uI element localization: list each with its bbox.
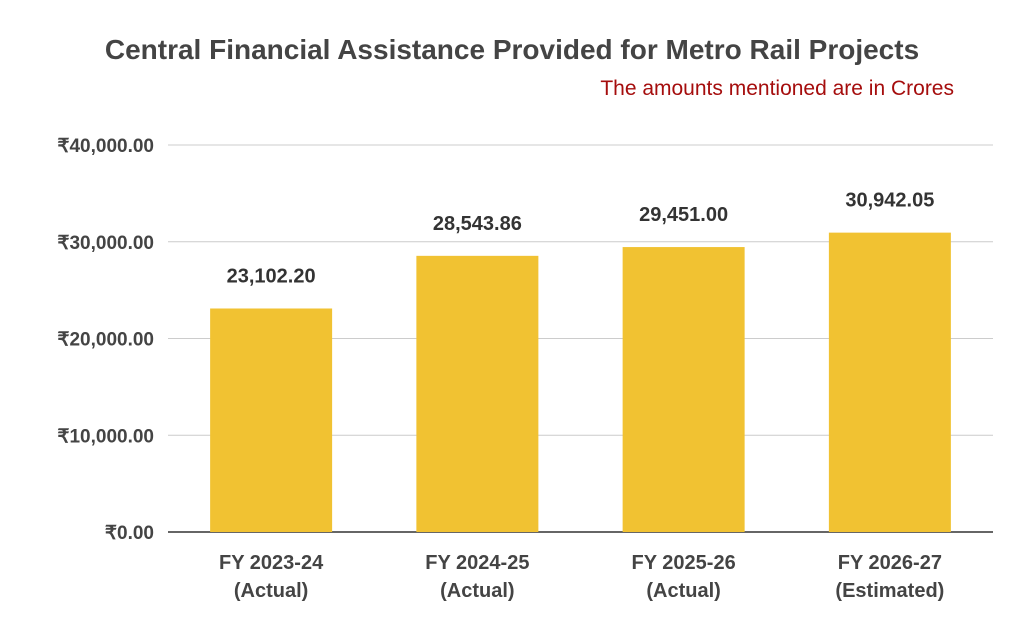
- x-tick-label: FY 2025-26: [632, 552, 736, 574]
- bar: [416, 255, 539, 533]
- bar: [210, 308, 333, 532]
- x-tick-label: (Actual): [646, 580, 720, 602]
- y-tick-label: ₹10,000.00: [57, 426, 154, 447]
- chart-subtitle: The amounts mentioned are in Crores: [600, 77, 954, 100]
- data-label: 28,543.86: [433, 213, 522, 235]
- labels: ₹0.00 ₹10,000.00 ₹20,000.00 ₹30,000.00 ₹40,0…: [57, 136, 944, 602]
- y-tick-label: ₹40,000.00: [57, 136, 154, 157]
- y-tick-label: ₹0.00: [105, 523, 154, 544]
- bar: [622, 247, 745, 532]
- bar: [828, 232, 951, 532]
- y-tick-label: ₹20,000.00: [57, 330, 154, 351]
- x-tick-label: (Actual): [440, 580, 514, 602]
- x-tick-label: FY 2024-25: [425, 552, 529, 574]
- x-tick-label: FY 2023-24: [219, 552, 324, 574]
- bars: [210, 232, 951, 533]
- y-tick-label: ₹30,000.00: [57, 233, 154, 254]
- chart-title: Central Financial Assistance Provided fo…: [104, 34, 920, 65]
- data-label: 29,451.00: [639, 204, 728, 226]
- data-label: 30,942.05: [845, 190, 934, 212]
- data-label: 23,102.20: [227, 265, 316, 287]
- x-tick-label: (Estimated): [835, 580, 944, 602]
- x-tick-label: FY 2026-27: [838, 552, 942, 574]
- x-tick-label: (Actual): [234, 580, 308, 602]
